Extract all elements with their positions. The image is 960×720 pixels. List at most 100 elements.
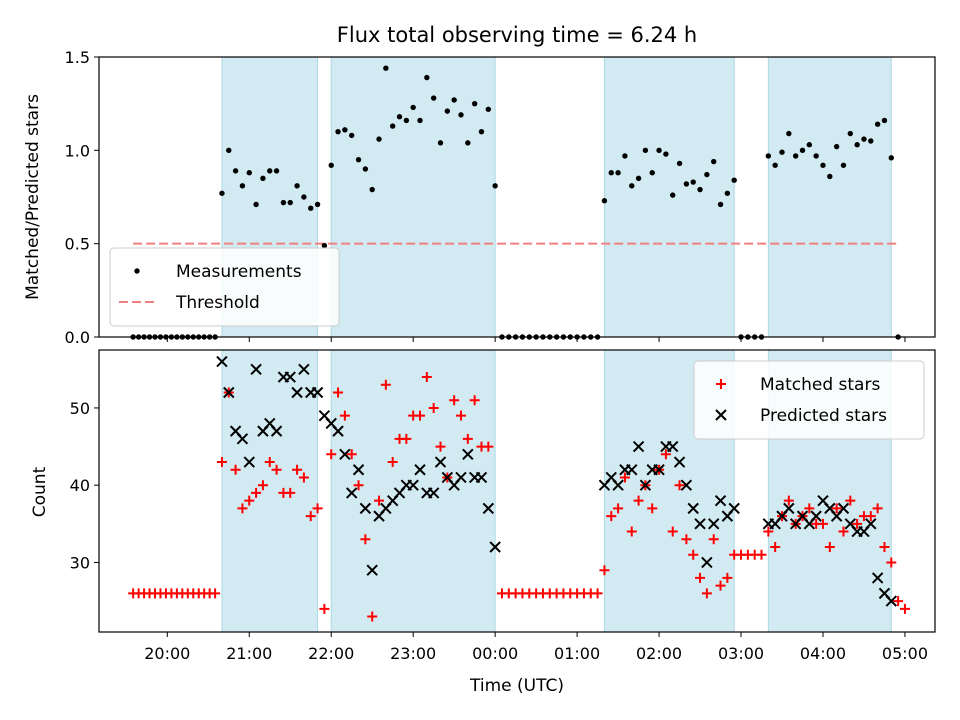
matched-stars-point — [401, 433, 412, 444]
matched-stars-point — [613, 503, 624, 514]
measurement-point — [376, 136, 382, 142]
predicted-stars-point — [728, 502, 740, 515]
x-tick-label: 02:00 — [636, 644, 682, 663]
matched-stars-point — [469, 395, 480, 406]
measurement-point — [820, 162, 826, 168]
measurement-point — [697, 186, 703, 193]
matched-stars-point — [230, 464, 241, 475]
measurement-point — [772, 162, 778, 168]
measurement-point — [827, 173, 833, 180]
count-panel: 30 40 50 20:00 21:00 22:00 23:00 00:00 01:00 02:0… — [70, 349, 936, 663]
matched-stars-point — [339, 410, 350, 421]
top-y-axis-label: Matched/Predicted stars — [23, 94, 43, 300]
measurement-point — [451, 97, 457, 103]
matched-stars-point — [237, 503, 248, 514]
measurement-point — [690, 179, 696, 185]
predicted-stars-point — [694, 518, 706, 530]
predicted-stars-point — [482, 502, 495, 515]
legend-label: Threshold — [175, 293, 260, 313]
matched-stars-point — [367, 611, 378, 622]
predicted-stars-point — [680, 479, 693, 491]
legend-box — [109, 247, 340, 327]
x-tick-label: 05:00 — [882, 644, 928, 663]
measurement-point — [683, 181, 690, 187]
matched-stars-point — [756, 549, 767, 560]
x-tick-label: 22:00 — [308, 644, 354, 663]
measurement-point — [287, 199, 293, 206]
matched-stars-point — [647, 503, 658, 514]
predicted-stars-point — [707, 518, 720, 530]
measurement-point — [444, 108, 451, 114]
measurement-point — [704, 171, 710, 178]
matched-stars-point — [701, 588, 712, 599]
axes-frame — [98, 56, 936, 338]
matched-stars-point — [667, 526, 678, 537]
matched-stars-point — [319, 603, 330, 614]
y-tick-label: 40 — [70, 476, 90, 495]
y-tick-label: 50 — [70, 399, 90, 418]
matched-stars-point — [715, 580, 726, 591]
predicted-stars-point — [250, 363, 262, 376]
predicted-stars-point — [626, 464, 638, 476]
measurement-point — [485, 106, 492, 112]
matched-stars-point — [599, 565, 610, 576]
x-tick-label: 21:00 — [226, 644, 272, 663]
matched-stars-point — [804, 503, 815, 514]
measurement-point — [328, 162, 334, 168]
predicted-stars-point — [270, 425, 283, 437]
measurement-point — [779, 149, 785, 155]
measurement-point — [219, 190, 225, 196]
measurement-point — [663, 151, 669, 157]
predicted-stars-point — [407, 479, 419, 491]
matched-stars-point — [271, 464, 282, 475]
measurement-point — [786, 130, 792, 137]
measurement-point — [622, 153, 628, 159]
matched-stars-point — [817, 518, 828, 529]
measurement-point — [642, 147, 649, 154]
measurement-point — [294, 183, 300, 189]
measurement-point — [731, 177, 737, 183]
predicted-stars-point — [462, 448, 474, 461]
matched-stars-point — [695, 572, 706, 583]
predicted-stars-point — [455, 471, 467, 484]
measurement-point — [253, 201, 259, 208]
legend-label: Measurements — [176, 262, 302, 282]
matched-stars-point — [619, 472, 630, 483]
matched-stars-point — [845, 495, 856, 506]
measurement-point — [335, 128, 341, 135]
matched-stars-point — [462, 433, 473, 444]
legend: Matched stars Predicted stars — [693, 360, 925, 440]
matched-stars-point — [421, 372, 432, 383]
matched-stars-point — [865, 511, 876, 522]
matched-stars-point — [899, 603, 910, 614]
ratio-panel: 0.0 0.5 1.0 1.5 Measurements Threshold — [65, 48, 936, 347]
measurement-point — [403, 117, 410, 124]
predicted-stars-point — [366, 564, 378, 576]
measurement-point — [833, 143, 840, 150]
measurement-point — [465, 140, 471, 146]
measurement-point — [806, 142, 813, 148]
measurement-point — [861, 136, 867, 142]
measurement-point — [854, 142, 860, 148]
measurement-point — [847, 130, 854, 137]
predicted-stars-point — [701, 556, 713, 569]
measurement-point — [458, 112, 464, 118]
measurement-point — [724, 190, 731, 196]
measurement-point — [437, 140, 444, 146]
measurement-point — [246, 170, 252, 176]
measurement-point — [355, 156, 362, 163]
matched-stars-point — [660, 449, 671, 460]
legend-marker-predicted — [715, 409, 727, 421]
legend-label: Matched stars — [760, 375, 880, 395]
predicted-stars-point — [885, 595, 897, 607]
measurement-point — [430, 95, 437, 101]
measurement-point — [260, 175, 266, 182]
predicted-stars-point — [284, 371, 296, 383]
matched-stars-point — [257, 480, 268, 491]
matched-stars-point — [681, 534, 692, 545]
matched-stars-point — [292, 464, 303, 475]
measurement-point — [629, 183, 635, 189]
measurement-point — [362, 166, 369, 172]
bottom-y-axis-label: Count — [30, 466, 50, 517]
legend-marker-measurements — [134, 268, 140, 274]
